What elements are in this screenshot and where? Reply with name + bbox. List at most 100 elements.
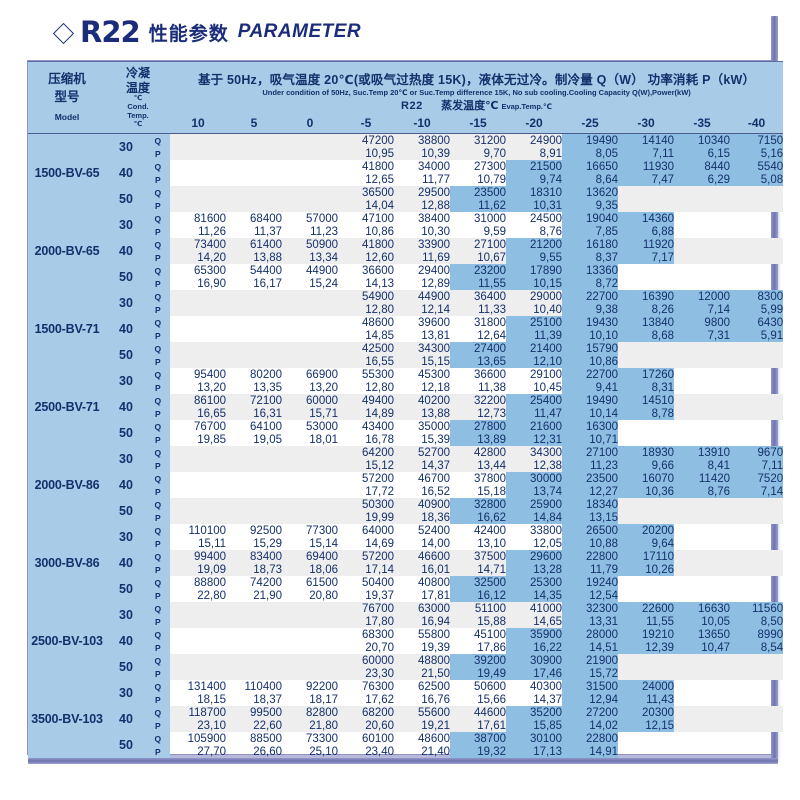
power-input-cell: [730, 251, 784, 264]
cooling-capacity-cell: 26500: [562, 524, 619, 537]
table-row: 1500-BV-65 30 Q 47200 38800 31200 24900 19490 1…: [28, 133, 784, 212]
power-input-cell: 8,91: [506, 147, 563, 160]
model-name: 1500-BV-71: [28, 290, 106, 368]
page-edge-right: [771, 16, 778, 758]
power-input-cell: 10,47: [674, 641, 731, 654]
power-input-cell: 21,80: [282, 719, 339, 732]
cond-temp-value: 50: [106, 186, 146, 212]
cooling-capacity-cell: 39600: [418, 316, 451, 329]
cooling-capacity-cell: [282, 602, 339, 615]
power-input-cell: 15,12: [338, 459, 395, 472]
table-row: P 10,95 10,39 9,70 8,91 8,05 7,11 6,15 5,16: [28, 147, 784, 160]
power-input-cell: 22,80: [197, 589, 227, 602]
power-input-cell: [170, 511, 227, 524]
cooling-capacity-cell: 72100: [226, 394, 283, 407]
power-input-cell: 16,62: [450, 511, 507, 524]
p-label: P: [146, 251, 171, 264]
power-input-cell: [674, 433, 730, 446]
cooling-capacity-cell: 51100: [450, 602, 507, 615]
power-input-cell: 6,88: [618, 225, 675, 238]
power-input-cell: 18,36: [394, 511, 451, 524]
cond-temp-value: 30: [106, 602, 146, 628]
header-cond-temp: 冷凝 温度 ℃ Cond. Temp. ℃: [106, 61, 171, 134]
power-input-cell: 10,79: [477, 173, 507, 186]
power-input-cell: 20,60: [338, 719, 395, 732]
cooling-capacity-cell: [730, 212, 783, 225]
cooling-capacity-cell: 54900: [338, 290, 395, 303]
cooling-capacity-cell: 22800: [562, 550, 619, 563]
power-input-cell: 16,17: [253, 277, 283, 290]
cooling-capacity-cell: 21400: [506, 342, 563, 355]
cooling-capacity-cell: [730, 680, 783, 693]
cooling-capacity-cell: 8440: [674, 160, 731, 173]
power-input-cell: [618, 745, 674, 758]
cooling-capacity-cell: 14360: [618, 212, 675, 225]
power-input-cell: 18,15: [197, 693, 227, 706]
table-row: 50 Q 76700 64100 53000 43400 35000 27800 21600 16…: [28, 420, 783, 446]
q-label: Q: [146, 472, 171, 485]
power-input-cell: 6,15: [674, 147, 731, 160]
power-input-cell: 18,01: [309, 433, 339, 446]
power-input-cell: 8,41: [674, 459, 731, 472]
power-input-cell: [226, 303, 283, 316]
power-input-cell: [170, 329, 226, 342]
evap-temp--30: -30: [618, 113, 675, 134]
power-input-cell: [226, 147, 283, 160]
cooling-capacity-cell: 131400: [187, 680, 227, 693]
power-input-cell: 22,60: [226, 719, 283, 732]
table-row: 40 Q 48600 39600 31800 25100 19430 13840 9800 64…: [28, 316, 784, 342]
power-input-cell: 12,14: [394, 303, 451, 316]
cooling-capacity-cell: 10340: [674, 133, 731, 147]
power-input-cell: [282, 147, 339, 160]
cooling-capacity-cell: 5540: [730, 160, 784, 173]
power-input-cell: [618, 511, 675, 524]
evap-temp--20: -20: [506, 113, 563, 134]
cooling-capacity-cell: 40800: [418, 576, 451, 589]
performance-table: 压缩机 型号 Model 冷凝 温度 ℃ Cond. Temp. ℃ 基于 50Hz，吸气温度 2…: [28, 61, 784, 758]
power-input-cell: 16,94: [394, 615, 451, 628]
power-input-cell: 9,38: [562, 303, 619, 316]
cond-temp-value: 50: [106, 576, 146, 602]
cond-temp-value: 50: [106, 654, 146, 680]
cooling-capacity-cell: [226, 133, 283, 147]
power-input-cell: [730, 355, 784, 368]
power-input-cell: 15,14: [309, 537, 339, 550]
cooling-capacity-cell: [674, 680, 730, 693]
cooling-capacity-cell: 22800: [562, 732, 619, 745]
cooling-capacity-cell: 25900: [506, 498, 563, 511]
cooling-capacity-cell: [730, 264, 783, 277]
q-label: Q: [146, 290, 171, 303]
cond-temp-value: 40: [106, 706, 146, 732]
cooling-capacity-cell: 49400: [338, 394, 395, 407]
cooling-capacity-cell: [226, 342, 283, 355]
power-input-cell: 19,09: [170, 563, 227, 576]
table-row: 50 Q 105900 88500 73300 60100 48600 38700 30100 2…: [28, 732, 783, 758]
cond-temp-value: 40: [106, 550, 146, 576]
cooling-capacity-cell: 23200: [450, 264, 507, 277]
power-input-cell: 19,05: [253, 433, 283, 446]
p-label: P: [146, 147, 171, 160]
power-input-cell: 14,13: [365, 277, 395, 290]
p-label: P: [146, 511, 171, 524]
cooling-capacity-cell: 21500: [506, 160, 563, 173]
cooling-capacity-cell: 47100: [362, 212, 395, 225]
cond-temp-value: 50: [106, 264, 146, 290]
evap-temp--35: -35: [674, 113, 731, 134]
table-body: 压缩机 型号 Model 冷凝 温度 ℃ Cond. Temp. ℃ 基于 50Hz，吸气温度 2…: [28, 61, 784, 758]
cooling-capacity-cell: [674, 264, 730, 277]
cooling-capacity-cell: 44900: [394, 290, 451, 303]
power-input-cell: [170, 303, 227, 316]
power-input-cell: 12,80: [338, 303, 395, 316]
table-row: P 23,10 22,60 21,80 20,60 19,21 17,61 15,85 14,0…: [28, 719, 784, 732]
power-input-cell: 12,54: [562, 589, 619, 602]
cooling-capacity-cell: [170, 342, 227, 355]
power-input-cell: 11,79: [562, 563, 619, 576]
p-label: P: [146, 589, 171, 602]
power-input-cell: 10,45: [533, 381, 563, 394]
p-label: P: [146, 459, 171, 472]
cooling-capacity-cell: [730, 394, 784, 407]
power-input-cell: [226, 329, 282, 342]
cooling-capacity-cell: [730, 576, 783, 589]
power-input-cell: [170, 173, 226, 186]
q-label: Q: [146, 342, 171, 355]
